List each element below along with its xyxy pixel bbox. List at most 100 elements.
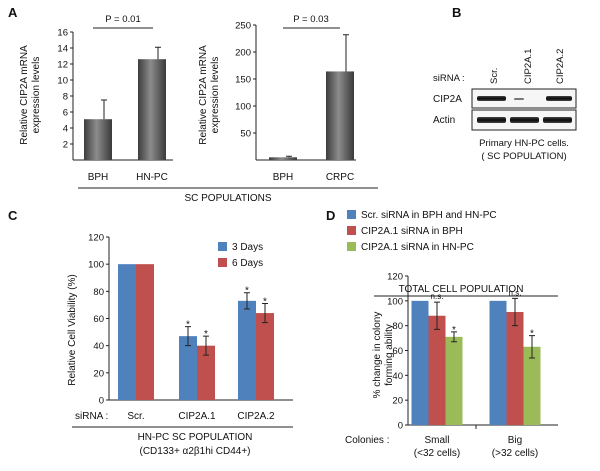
chart-c-bar-cip2a1-s1 xyxy=(179,336,197,400)
chart-c-category-label: CIP2A.1 xyxy=(178,411,216,422)
panel-label-a: A xyxy=(8,5,18,20)
chart-d-legend-swatch-2 xyxy=(347,226,356,235)
chart-c-y-tick-label: 0 xyxy=(99,396,104,407)
chart-c-legend-label-2: 6 Days xyxy=(232,258,263,269)
chart-c-y-tick-label: 120 xyxy=(88,233,104,244)
chart-c-bar-cip2a2-s2 xyxy=(256,313,274,400)
chart-a2: Relative CIP2A mRNA expression levels 50… xyxy=(198,14,356,183)
chart-a2-y-tick-label: 150 xyxy=(235,75,251,86)
chart-c-error-bar xyxy=(203,335,209,356)
chart-a1-bars: BPH HN-PC xyxy=(73,46,173,183)
chart-a1-y-tick-label: 16 xyxy=(57,28,68,39)
chart-a2-bar-bph xyxy=(269,157,297,160)
chart-d-bar-big-s2 xyxy=(506,312,524,425)
chart-d-significance-mark: * xyxy=(452,325,456,336)
chart-a2-ylabel-line2: expression levels xyxy=(210,57,221,134)
chart-a2-error-bar xyxy=(343,34,349,72)
panel-label-d: D xyxy=(326,208,335,223)
chart-a1-y-tick-label: 8 xyxy=(63,92,68,103)
chart-c-bar-scr-s1 xyxy=(118,264,136,400)
chart-d-y-tick-label: 40 xyxy=(392,371,403,382)
chart-d-category-sublabel: (<32 cells) xyxy=(414,448,460,459)
blot-lane-scr: Scr. xyxy=(489,68,500,84)
blot-cip2a-band-cip2a1 xyxy=(514,98,524,100)
chart-c-xlabel: HN-PC SC POPULATION xyxy=(138,432,253,443)
chart-d-bar-small-s1 xyxy=(411,300,429,425)
chart-a2-bar-crpc xyxy=(326,71,354,160)
chart-c-error-bar xyxy=(244,292,250,310)
chart-d-y-tick-label: 80 xyxy=(392,321,403,332)
chart-d-bar-small-s3 xyxy=(445,336,463,425)
chart-d-error-bar xyxy=(434,301,440,330)
chart-d-bar-small-s2 xyxy=(428,315,446,425)
chart-a2-category-label: CRPC xyxy=(326,172,354,183)
chart-a1-pvalue-text: P = 0.01 xyxy=(105,14,140,25)
panel-label-c: C xyxy=(8,208,18,223)
chart-d-ylabel: % change in colony forming ability xyxy=(372,312,395,399)
panel-a-footer: SC POPULATIONS xyxy=(78,187,378,204)
chart-a2-y-tick-label: 100 xyxy=(235,102,251,113)
chart-d-significance-mark: n.s. xyxy=(509,288,522,297)
chart-a2-y-tick-label: 50 xyxy=(240,129,251,140)
chart-d-y-tick-label: 100 xyxy=(387,296,403,307)
blot-actin-band-cip2a1 xyxy=(510,117,539,123)
chart-c-xlabel-2: (CD133+ α2β1hi CD44+) xyxy=(139,446,250,457)
chart-c: Relative Cell Viability (%) 0 20 40 60 80 100… xyxy=(67,233,293,457)
chart-a2-bars: BPH CRPC xyxy=(256,34,356,183)
chart-c-y-tick-label: 40 xyxy=(93,341,104,352)
chart-d-bar-big-s3 xyxy=(523,346,541,425)
chart-c-category-prefix: siRNA : xyxy=(75,411,108,422)
chart-c-error-bar xyxy=(185,326,191,347)
chart-a1: Relative CIP2A mRNA expression levels 2 4… xyxy=(19,14,173,183)
chart-a1-error-bar xyxy=(101,99,107,120)
chart-a2-y-axis: 50 100 150 200 250 xyxy=(235,21,257,160)
chart-d-ylabel-line1: % change in colony xyxy=(372,312,383,399)
chart-d-bars: n.s. * n.s. * Small (<32 cells) Big (>32 cells) xyxy=(408,288,558,459)
chart-a2-y-tick-label: 200 xyxy=(235,48,251,59)
chart-a1-category-label: HN-PC xyxy=(136,172,168,183)
chart-a2-y-tick-label: 250 xyxy=(235,21,251,32)
chart-d-title: TOTAL CELL POPULATION xyxy=(399,284,524,295)
chart-c-bars: * * * * Scr. CIP2A.1 CIP2A.2 xyxy=(109,264,293,422)
chart-a1-error-bar xyxy=(155,46,161,60)
chart-a1-y-tick-label: 14 xyxy=(57,44,68,55)
chart-d-legend: Scr. siRNA in BPH and HN-PC CIP2A.1 siRNA… xyxy=(347,210,497,253)
chart-a2-category-label: BPH xyxy=(273,172,294,183)
chart-d-error-bar xyxy=(529,335,535,359)
chart-d-category-label: Big xyxy=(508,435,522,446)
chart-a1-y-tick-label: 6 xyxy=(63,108,68,119)
blot-caption-2: ( SC POPULATION) xyxy=(481,151,566,162)
chart-a1-y-axis: 2 4 6 8 10 12 14 16 xyxy=(57,28,74,160)
chart-a1-y-tick-label: 2 xyxy=(63,140,68,151)
chart-c-legend-swatch-1 xyxy=(218,242,227,251)
chart-a1-bar-bph xyxy=(84,119,112,160)
chart-c-y-tick-label: 60 xyxy=(93,314,104,325)
chart-c-y-tick-label: 100 xyxy=(88,260,104,271)
chart-a1-ylabel-line1: Relative CIP2A mRNA xyxy=(19,45,30,145)
chart-d: Scr. siRNA in BPH and HN-PC CIP2A.1 siRNA… xyxy=(345,210,558,459)
chart-d-legend-swatch-1 xyxy=(347,210,356,219)
blot-cip2a-strip xyxy=(471,88,577,109)
chart-d-legend-label-2: CIP2A.1 siRNA in BPH xyxy=(361,226,463,237)
chart-c-y-axis: 0 20 40 60 80 100 120 xyxy=(88,233,110,407)
blot-row-cip2a: CIP2A xyxy=(433,94,462,105)
blot-caption-1: Primary HN-PC cells. xyxy=(479,138,569,149)
chart-a2-pvalue-text: P = 0.03 xyxy=(293,14,328,25)
chart-c-significance-mark: * xyxy=(245,286,249,297)
chart-c-legend-swatch-2 xyxy=(218,258,227,267)
chart-a1-pvalue: P = 0.01 xyxy=(93,14,153,29)
blot-row-actin: Actin xyxy=(433,115,455,126)
chart-a1-ylabel: Relative CIP2A mRNA expression levels xyxy=(19,45,42,145)
chart-d-error-bar xyxy=(512,297,518,327)
chart-c-category-label: Scr. xyxy=(127,411,144,422)
chart-a1-y-tick-label: 12 xyxy=(57,60,68,71)
chart-c-legend: 3 Days 6 Days xyxy=(218,242,263,269)
chart-c-legend-label-1: 3 Days xyxy=(232,242,263,253)
blot-cip2a-band-cip2a2 xyxy=(546,96,572,101)
chart-d-error-bar xyxy=(451,331,457,343)
chart-a1-y-tick-label: 10 xyxy=(57,76,68,87)
western-blot: siRNA : Scr. CIP2A.1 CIP2A.2 CIP2A Actin… xyxy=(433,49,577,162)
blot-actin-band-scr xyxy=(477,117,506,123)
chart-c-category-label: CIP2A.2 xyxy=(237,411,275,422)
chart-d-y-tick-label: 0 xyxy=(398,421,403,432)
